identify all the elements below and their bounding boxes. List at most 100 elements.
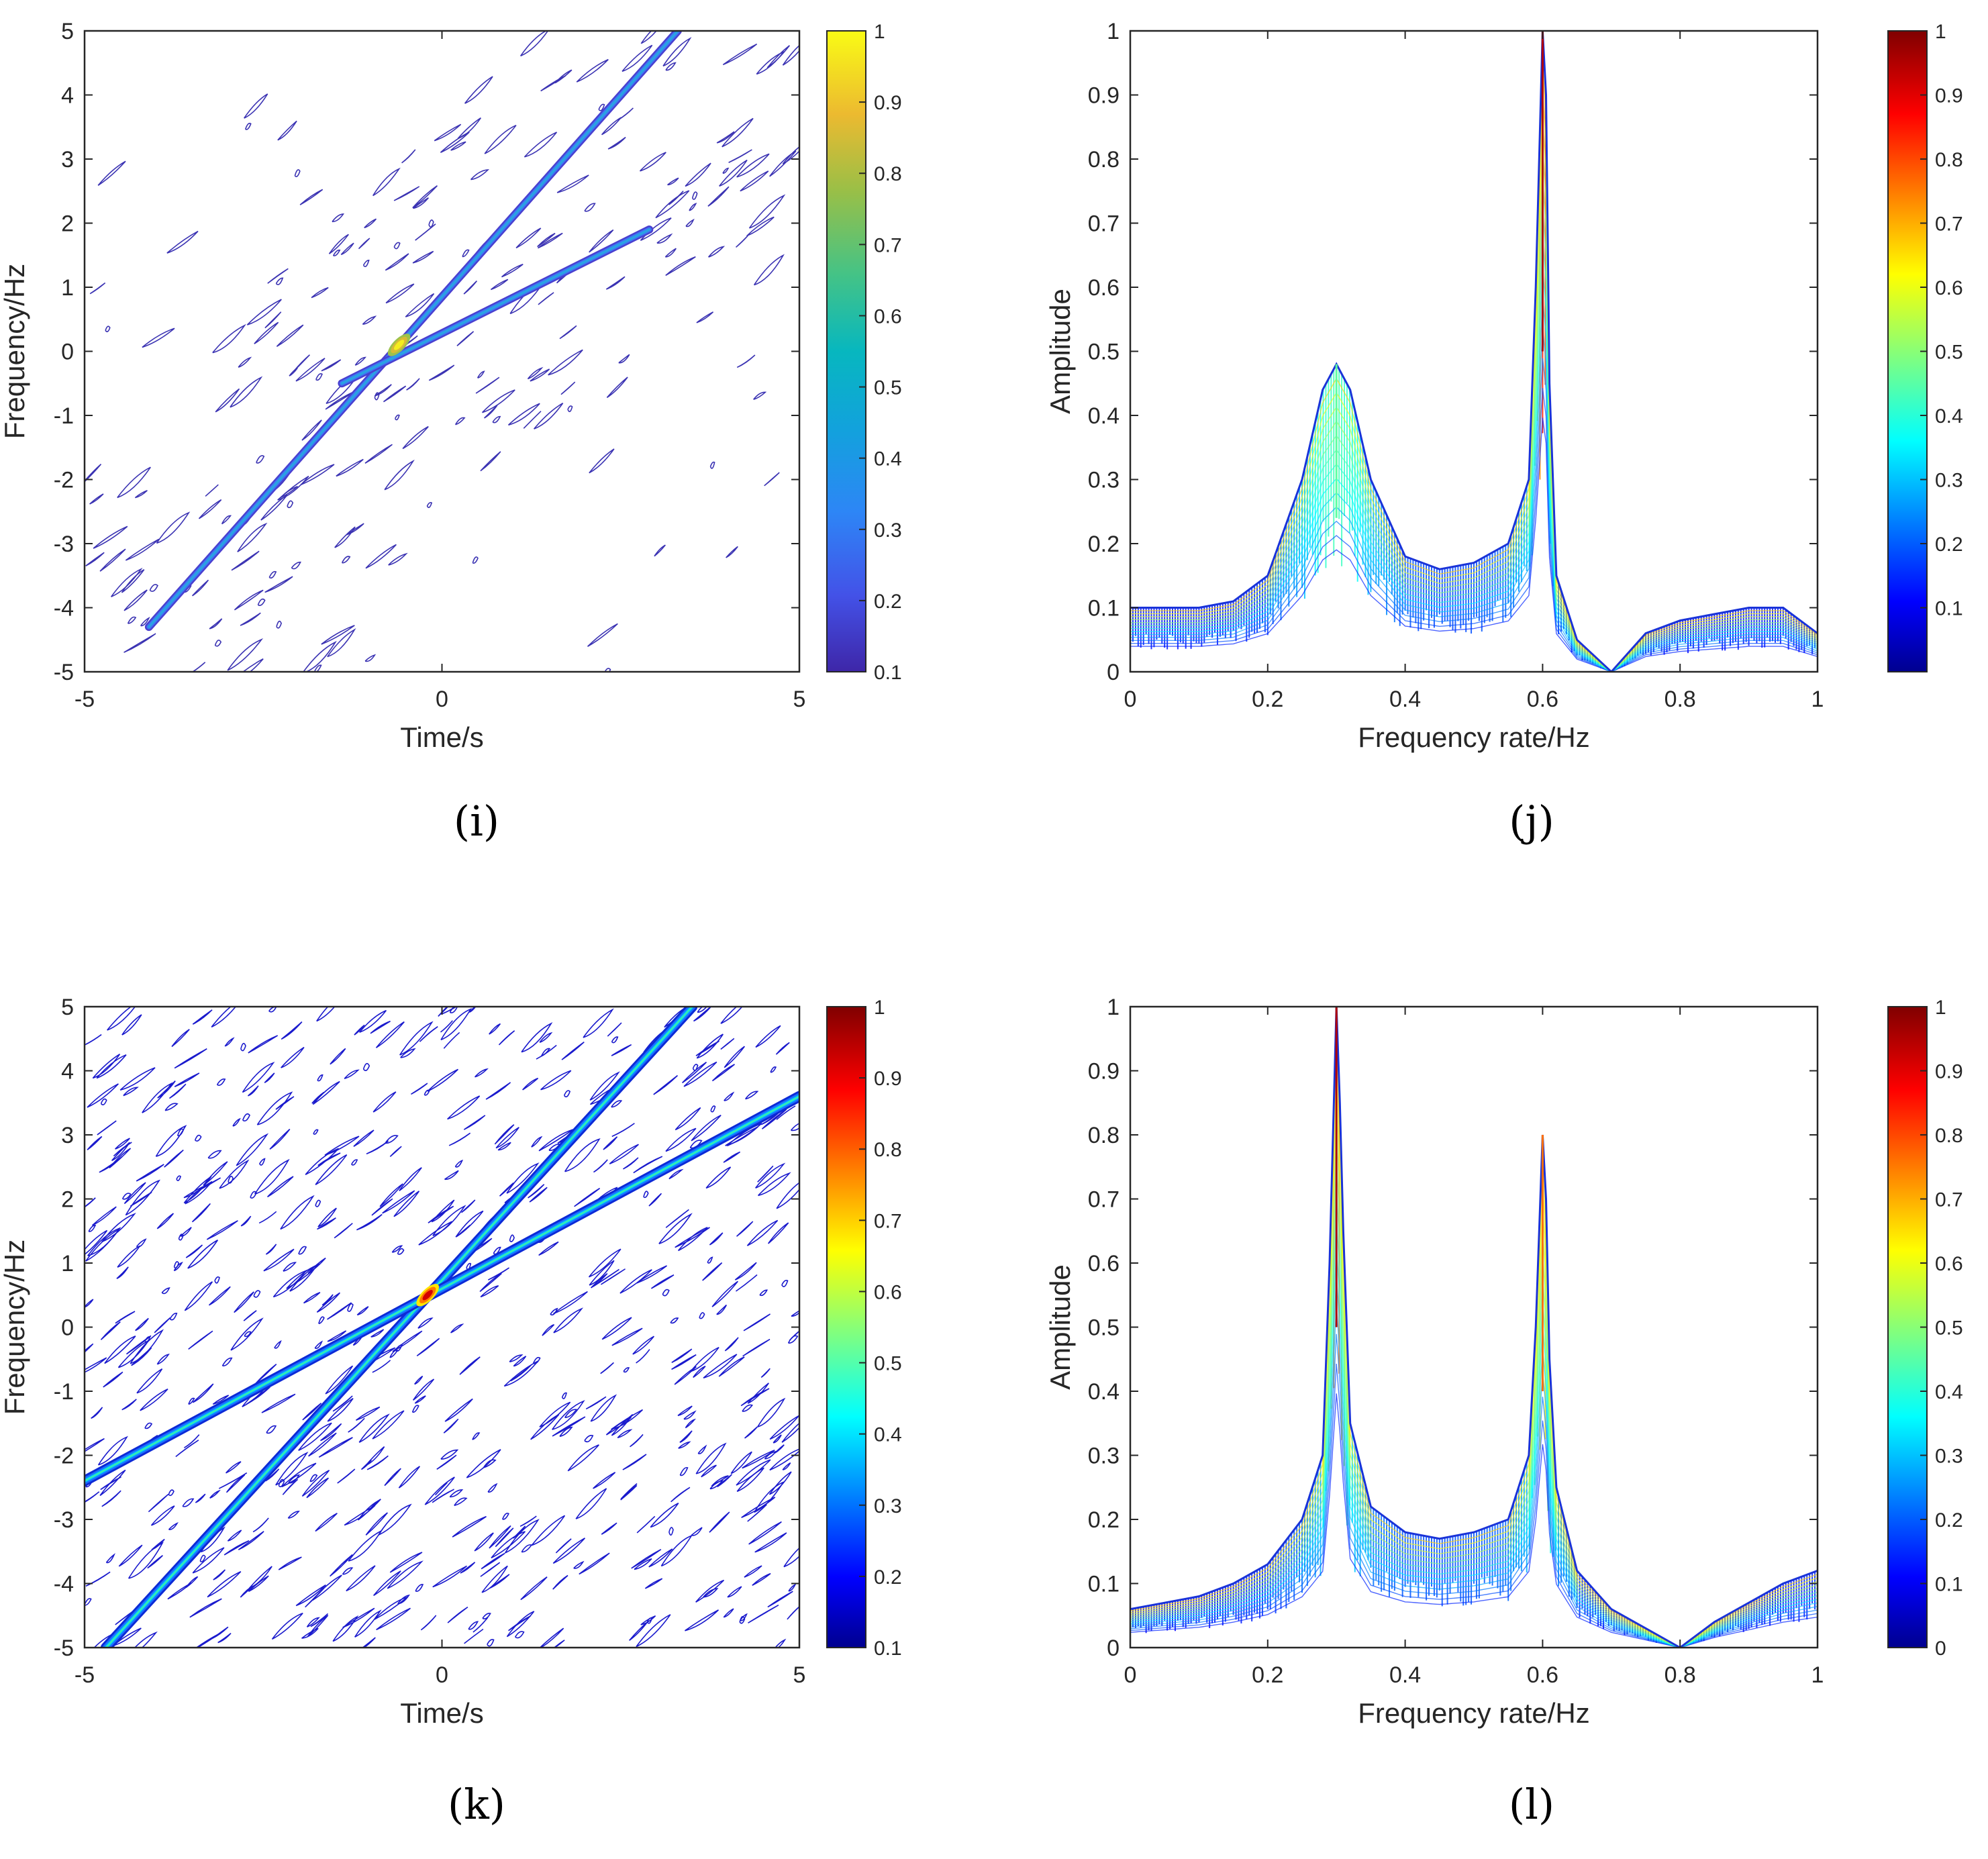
colorbar-tick-label: 0.6 bbox=[1935, 277, 1963, 299]
panel-label: (i) bbox=[454, 797, 499, 846]
noise-contour bbox=[188, 1330, 213, 1350]
noise-contour bbox=[656, 233, 673, 244]
noise-contour bbox=[370, 1329, 385, 1338]
noise-contour bbox=[315, 1199, 321, 1207]
noise-contour bbox=[205, 484, 219, 497]
noise-contour bbox=[736, 1467, 764, 1493]
noise-contour bbox=[589, 448, 615, 474]
noise-contour bbox=[246, 299, 282, 325]
noise-contour bbox=[703, 1588, 719, 1598]
noise-contour bbox=[113, 1627, 142, 1647]
noise-contour bbox=[365, 544, 397, 569]
noise-contour bbox=[636, 1265, 668, 1284]
noise-contour bbox=[689, 203, 697, 211]
noise-contour bbox=[787, 1335, 799, 1344]
noise-contour bbox=[87, 1227, 121, 1257]
noise-contour bbox=[305, 1148, 340, 1175]
noise-contour bbox=[371, 1198, 393, 1216]
noise-contour bbox=[589, 229, 614, 253]
colorbar-tick-label: 0.8 bbox=[1935, 1125, 1963, 1147]
noise-contour bbox=[702, 1262, 723, 1281]
noise-contour bbox=[438, 1007, 449, 1017]
noise-contour bbox=[776, 1182, 799, 1209]
noise-contour bbox=[684, 1609, 719, 1631]
noise-contour bbox=[93, 525, 128, 549]
noise-contour bbox=[144, 1422, 153, 1429]
noise-contour bbox=[385, 253, 409, 271]
noise-contour bbox=[96, 1054, 127, 1079]
noise-contour bbox=[412, 250, 434, 264]
noise-contour bbox=[513, 1356, 527, 1367]
noise-contour bbox=[447, 1606, 468, 1623]
noise-contour bbox=[366, 1455, 389, 1470]
mesh-curve bbox=[1130, 1185, 1818, 1648]
noise-contour bbox=[508, 1615, 532, 1631]
noise-contour bbox=[498, 1030, 515, 1046]
noise-contour bbox=[309, 1474, 318, 1483]
noise-contour bbox=[552, 1574, 568, 1590]
noise-contour bbox=[224, 1037, 235, 1047]
noise-contour bbox=[644, 1578, 663, 1589]
noise-contour bbox=[406, 378, 420, 391]
noise-contour bbox=[307, 1615, 329, 1638]
noise-contour bbox=[295, 1584, 326, 1607]
noise-contour bbox=[754, 1532, 787, 1553]
noise-contour bbox=[697, 1007, 707, 1013]
noise-contour bbox=[336, 458, 364, 477]
colorbar-tick-label: 0.2 bbox=[874, 1566, 902, 1589]
noise-contour bbox=[121, 1399, 137, 1411]
ridge-1 bbox=[105, 1007, 693, 1648]
y-tick-label: -3 bbox=[54, 1507, 74, 1533]
noise-contour bbox=[634, 1558, 652, 1570]
noise-contour bbox=[271, 1612, 303, 1640]
noise-contour bbox=[189, 1598, 222, 1618]
noise-contour bbox=[121, 1014, 142, 1036]
y-tick-label: 0.4 bbox=[1088, 1379, 1120, 1405]
noise-contour bbox=[317, 1217, 336, 1230]
y-tick-label: 0.2 bbox=[1088, 1507, 1120, 1533]
noise-contour bbox=[136, 1238, 147, 1248]
noise-contour bbox=[601, 1522, 617, 1535]
noise-contour bbox=[588, 1248, 622, 1278]
noise-contour bbox=[306, 1617, 320, 1627]
noise-contour bbox=[142, 328, 175, 348]
noise-contour bbox=[332, 1615, 359, 1642]
noise-contour bbox=[464, 76, 493, 104]
noise-contour bbox=[225, 1461, 242, 1474]
noise-contour bbox=[316, 1292, 340, 1313]
noise-contour bbox=[374, 1596, 408, 1620]
colorbar-tick-label: 0.1 bbox=[1935, 1574, 1963, 1596]
noise-contour bbox=[481, 1552, 505, 1570]
noise-contour bbox=[685, 162, 711, 187]
noise-contour bbox=[759, 1289, 768, 1297]
noise-contour bbox=[742, 1338, 771, 1357]
noise-contour bbox=[662, 37, 692, 67]
noise-contour bbox=[741, 1497, 776, 1518]
noise-contour bbox=[140, 617, 150, 627]
noise-contour bbox=[398, 1466, 421, 1489]
y-tick-label: 0.6 bbox=[1088, 1251, 1120, 1276]
noise-contour bbox=[389, 1350, 399, 1358]
noise-contour bbox=[416, 1338, 440, 1357]
noise-contour bbox=[487, 1483, 498, 1493]
noise-contour bbox=[531, 1136, 543, 1148]
colorbar-tick-label: 0.8 bbox=[1935, 149, 1963, 171]
noise-contour bbox=[555, 1538, 572, 1554]
noise-contour bbox=[449, 1007, 458, 1013]
noise-contour bbox=[302, 1403, 322, 1421]
noise-contour bbox=[788, 1583, 797, 1592]
noise-contour bbox=[287, 500, 294, 509]
noise-contour bbox=[300, 464, 335, 485]
noise-contour bbox=[393, 242, 401, 250]
noise-contour bbox=[564, 1409, 578, 1418]
noise-contour bbox=[495, 1527, 514, 1548]
noise-contour bbox=[356, 1213, 383, 1231]
noise-contour bbox=[583, 1008, 614, 1038]
noise-contour bbox=[711, 1475, 729, 1487]
noise-contour bbox=[640, 31, 657, 44]
noise-contour bbox=[317, 1074, 324, 1082]
y-tick-label: -4 bbox=[54, 596, 74, 621]
noise-contour bbox=[276, 324, 304, 347]
noise-contour bbox=[313, 664, 322, 672]
noise-contour bbox=[100, 1098, 107, 1105]
